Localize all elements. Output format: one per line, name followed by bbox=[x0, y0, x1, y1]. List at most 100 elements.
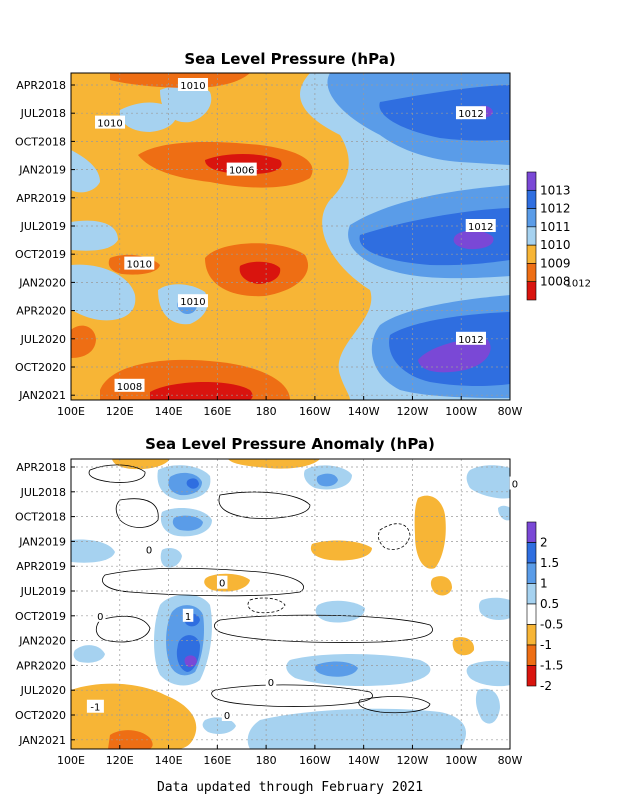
legend-swatch bbox=[526, 226, 537, 246]
contour-label: -1 bbox=[86, 699, 104, 714]
slp-y-ticks: APR2018 JUL2018 OCT2018 JAN2019 APR2019 JUL20… bbox=[15, 79, 75, 402]
contour-label: 1 bbox=[182, 608, 194, 623]
contour-label: 0 bbox=[265, 674, 277, 689]
y-tick-label: JUL2020 bbox=[20, 333, 66, 346]
slp-grid bbox=[71, 73, 510, 400]
legend-label: 1010 bbox=[540, 238, 571, 252]
svg-text:0: 0 bbox=[219, 579, 225, 590]
x-tick-label: 180 bbox=[256, 405, 277, 418]
contour-label: 1010 bbox=[177, 294, 208, 308]
svg-text:1010: 1010 bbox=[180, 297, 205, 308]
svg-text:0: 0 bbox=[224, 711, 230, 722]
anomaly-contour-labels: 0 0 0 0 1 0 -1 0 bbox=[86, 476, 521, 722]
x-tick-label: 100E bbox=[57, 754, 85, 767]
anomaly-y-ticks: APR2018 JUL2018 OCT2018 JAN2019 APR2019 JUL20… bbox=[15, 461, 75, 747]
svg-text:1010: 1010 bbox=[97, 119, 122, 130]
contour-label: 0 bbox=[221, 708, 233, 722]
y-tick-label: JUL2018 bbox=[20, 486, 66, 499]
y-tick-label: JAN2020 bbox=[18, 635, 66, 648]
contour-label: 1006 bbox=[226, 162, 257, 177]
svg-text:1006: 1006 bbox=[229, 166, 254, 177]
legend-swatch bbox=[526, 624, 537, 646]
y-tick-label: JUL2019 bbox=[20, 585, 66, 598]
svg-text:1012: 1012 bbox=[458, 109, 483, 120]
x-tick-label: 100W bbox=[445, 754, 477, 767]
y-tick-label: JAN2020 bbox=[18, 276, 66, 289]
y-tick-label: OCT2018 bbox=[15, 511, 66, 524]
svg-text:0: 0 bbox=[512, 480, 518, 491]
legend-label: 1008 bbox=[540, 275, 571, 289]
x-tick-label: 180 bbox=[256, 754, 277, 767]
anomaly-contours bbox=[88, 464, 433, 714]
y-tick-label: APR2020 bbox=[16, 305, 66, 318]
anomaly-field bbox=[71, 459, 510, 749]
x-tick-label: 100W bbox=[445, 405, 477, 418]
x-tick-label: 120E bbox=[106, 754, 134, 767]
y-tick-label: JAN2021 bbox=[18, 389, 66, 402]
contour-label: 1012 bbox=[455, 106, 486, 120]
slp-panel: Sea Level Pressure (hPa) bbox=[15, 50, 594, 418]
slp-x-ticks: 100E 120E 140E 160E 180 160W 140W 120W 100W 80W bbox=[57, 396, 523, 418]
contour-label: 0 bbox=[509, 476, 521, 491]
y-tick-label: OCT2019 bbox=[15, 248, 66, 261]
svg-text:1012: 1012 bbox=[458, 335, 483, 346]
y-tick-label: APR2019 bbox=[16, 192, 66, 205]
legend-swatch bbox=[526, 644, 537, 666]
contour-label: 1010 bbox=[124, 256, 155, 271]
x-tick-label: 160W bbox=[299, 754, 331, 767]
svg-text:1: 1 bbox=[185, 612, 191, 623]
slp-title: Sea Level Pressure (hPa) bbox=[184, 50, 395, 68]
legend-swatch bbox=[526, 521, 537, 543]
y-tick-label: APR2020 bbox=[16, 659, 66, 672]
x-tick-label: 80W bbox=[498, 754, 523, 767]
legend-swatch bbox=[526, 189, 537, 209]
y-tick-label: OCT2019 bbox=[15, 610, 66, 623]
slp-plot-frame bbox=[70, 72, 511, 401]
legend-label: 1 bbox=[540, 577, 548, 591]
y-tick-label: JAN2019 bbox=[18, 535, 66, 548]
contour-label: 0 bbox=[216, 575, 228, 590]
y-tick-label: JUL2019 bbox=[20, 220, 66, 233]
legend-label: 1009 bbox=[540, 256, 571, 270]
svg-text:1010: 1010 bbox=[180, 81, 205, 92]
legend-swatch bbox=[526, 263, 537, 283]
legend-label: 1.5 bbox=[540, 556, 559, 570]
legend-swatch bbox=[526, 171, 537, 191]
legend-label: 1012 bbox=[540, 202, 571, 216]
slp-legend: 1013 1012 1011 1010 1009 1008 bbox=[526, 171, 571, 301]
legend-swatch bbox=[526, 665, 537, 687]
legend-label: -0.5 bbox=[540, 618, 563, 632]
y-tick-label: JUL2018 bbox=[20, 107, 66, 120]
y-tick-label: APR2018 bbox=[16, 79, 66, 92]
legend-label: -2 bbox=[540, 679, 552, 693]
y-tick-label: OCT2020 bbox=[15, 709, 66, 722]
contour-label: 1010 bbox=[95, 115, 126, 130]
x-tick-label: 140W bbox=[348, 405, 380, 418]
svg-text:1010: 1010 bbox=[127, 260, 152, 271]
y-tick-label: APR2019 bbox=[16, 560, 66, 573]
x-tick-label: 120W bbox=[397, 754, 429, 767]
x-tick-label: 120E bbox=[106, 405, 134, 418]
legend-swatch bbox=[526, 281, 537, 301]
contour-label: 0 bbox=[143, 542, 155, 557]
legend-swatch bbox=[526, 562, 537, 584]
svg-text:-1: -1 bbox=[90, 703, 100, 714]
contour-label: 1008 bbox=[114, 378, 145, 393]
legend-label: 2 bbox=[540, 536, 548, 550]
contour-label: 1012 bbox=[465, 219, 496, 233]
legend-swatch bbox=[526, 542, 537, 564]
contour-label: 1012 bbox=[563, 275, 594, 289]
x-tick-label: 80W bbox=[498, 405, 523, 418]
anomaly-legend: 2 1.5 1 0.5 -0.5 -1 -1.5 -2 bbox=[526, 521, 563, 693]
legend-label: -1 bbox=[540, 638, 552, 652]
x-tick-label: 160W bbox=[299, 405, 331, 418]
y-tick-label: OCT2018 bbox=[15, 135, 66, 148]
legend-label: 1011 bbox=[540, 220, 571, 234]
x-tick-label: 140W bbox=[348, 754, 380, 767]
footer-note: Data updated through February 2021 bbox=[157, 780, 423, 795]
anomaly-x-ticks: 100E 120E 140E 160E 180 160W 140W 120W 100W 80W bbox=[57, 745, 523, 767]
x-tick-label: 140E bbox=[155, 405, 183, 418]
y-tick-label: APR2018 bbox=[16, 461, 66, 474]
anomaly-title: Sea Level Pressure Anomaly (hPa) bbox=[145, 435, 435, 453]
svg-text:0: 0 bbox=[97, 612, 103, 623]
